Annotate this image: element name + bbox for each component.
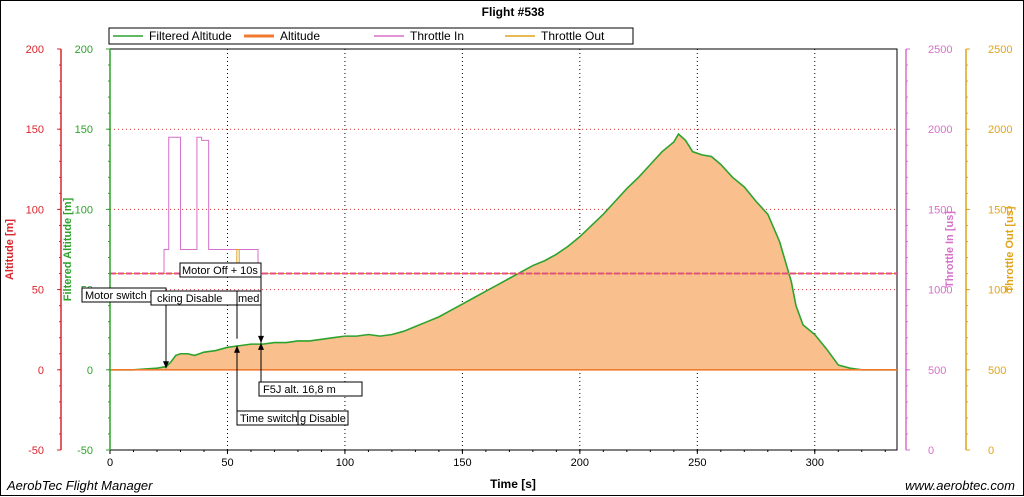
- annotation-locking: cking Disable: [157, 293, 222, 305]
- y-tick-label: 2500: [928, 44, 952, 56]
- annotation-time-switch-a: Time switch: [240, 413, 298, 425]
- annotation-time-switch-b: g Disable: [300, 413, 346, 425]
- y-tick-label: 0: [928, 445, 934, 457]
- altitude-axis-label: Altitude [m]: [4, 219, 16, 280]
- annotation-motor-on-arrow-head: [163, 361, 169, 369]
- y-tick-label: 200: [75, 44, 93, 56]
- y-tick-label: -50: [28, 445, 44, 457]
- y-tick-label: 500: [988, 365, 1006, 377]
- y-tick-label: 1000: [928, 285, 952, 297]
- annotation-armed: med: [238, 293, 259, 305]
- x-tick-label: 100: [336, 457, 354, 469]
- throttle-out-axis-label: Throttle Out [us]: [1004, 206, 1016, 292]
- y-tick-label: -50: [77, 445, 93, 457]
- annotation-f5j-arrow-head: [258, 342, 264, 350]
- y-tick-label: 1000: [988, 285, 1012, 297]
- annotation-motor-off-box: [179, 262, 262, 278]
- x-tick-label: 250: [688, 457, 706, 469]
- annotation-time-switch-box-b: [297, 410, 349, 426]
- y-tick-label: 0: [87, 365, 93, 377]
- y-tick-label: 150: [75, 124, 93, 136]
- x-axis-label: Time [s]: [490, 477, 536, 491]
- annotation-motor-off: Motor Off + 10s: [182, 265, 258, 277]
- y-tick-label: 0: [988, 445, 994, 457]
- annotation-f5j: F5J alt. 16,8 m: [263, 384, 336, 396]
- website-url: www.aerobtec.com: [905, 478, 1015, 493]
- y-tick-label: 2000: [988, 124, 1012, 136]
- legend-label: Throttle Out: [541, 29, 605, 43]
- y-tick-label: 2000: [928, 124, 952, 136]
- annotation-time-switch-arrow-head: [234, 345, 240, 353]
- legend-label: Filtered Altitude: [149, 29, 232, 43]
- y-tick-label: 150: [26, 124, 44, 136]
- app-name: AerobTec Flight Manager: [7, 478, 153, 493]
- legend-label: Throttle In: [410, 29, 464, 43]
- legend-box: [108, 27, 634, 45]
- y-tick-label: 2500: [988, 44, 1012, 56]
- x-tick-label: 300: [806, 457, 824, 469]
- annotation-motor-on: Motor switch On: [85, 290, 164, 302]
- y-tick-label: 100: [75, 204, 93, 216]
- legend-label: Altitude: [280, 29, 320, 43]
- y-tick-label: 1500: [988, 204, 1012, 216]
- y-tick-label: 50: [32, 285, 44, 297]
- y-tick-label: 100: [26, 204, 44, 216]
- y-tick-label: 0: [38, 365, 44, 377]
- x-tick-label: 50: [221, 457, 233, 469]
- y-tick-label: 200: [26, 44, 44, 56]
- annotation-f5j-box: [258, 381, 363, 397]
- annotation-motor-off-arrow-head: [258, 335, 264, 343]
- y-tick-label: 1500: [928, 204, 952, 216]
- x-tick-label: 0: [107, 457, 113, 469]
- y-tick-label: 500: [928, 365, 946, 377]
- filtered-altitude-area: [110, 134, 897, 370]
- filtered-altitude-axis-label: Filtered Altitude [m]: [62, 197, 74, 301]
- chart-title: Flight #538: [481, 5, 545, 19]
- x-tick-label: 200: [571, 457, 589, 469]
- x-tick-label: 150: [453, 457, 471, 469]
- throttle-in-axis-label: Throttle In [us]: [944, 211, 956, 288]
- throttle-in-line: [110, 136, 897, 275]
